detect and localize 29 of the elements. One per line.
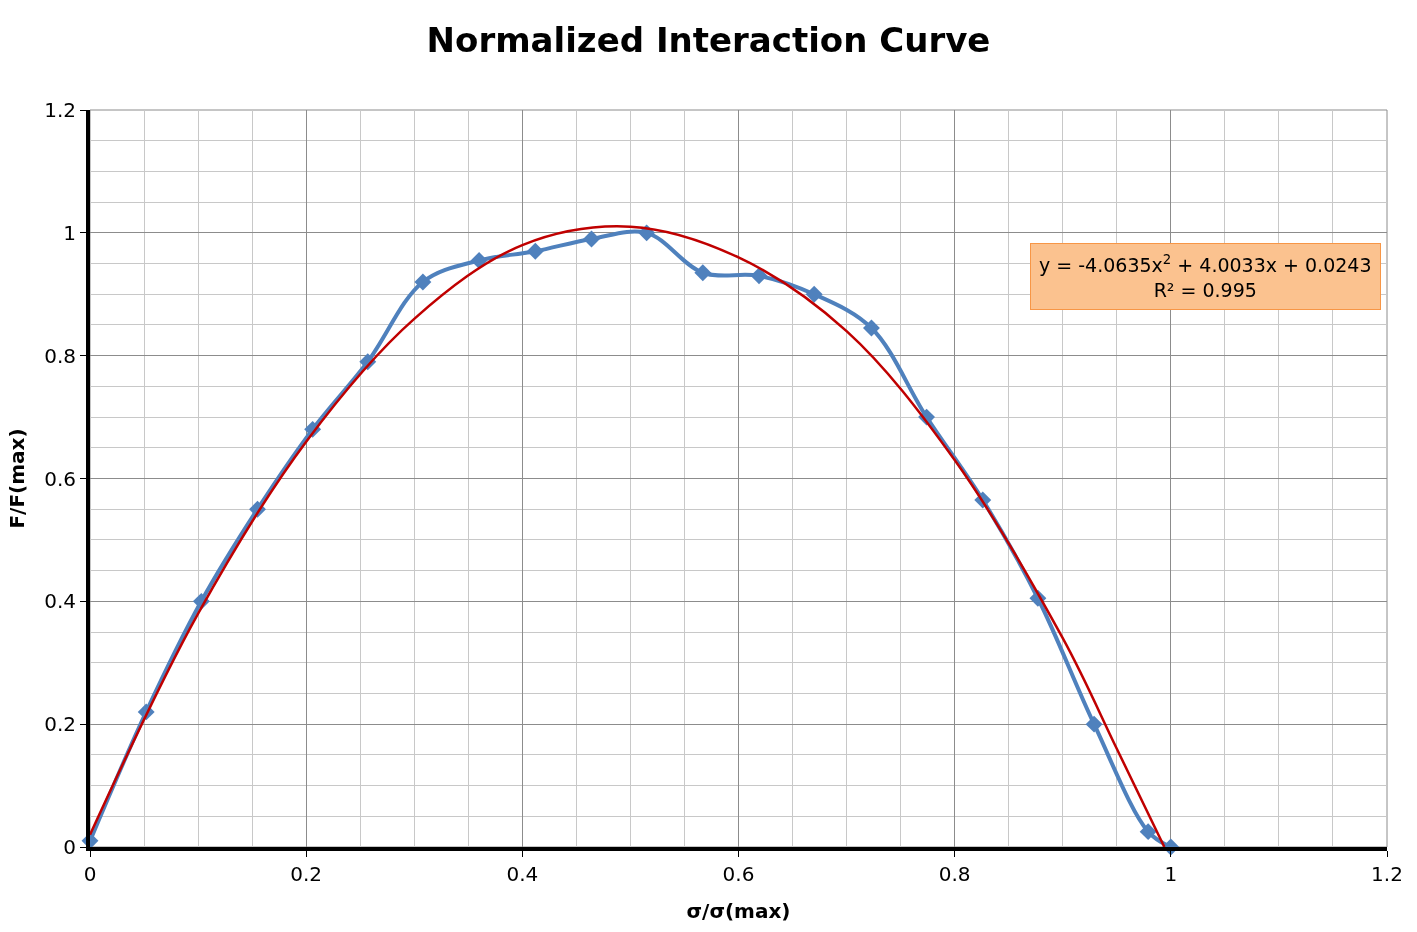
y-axis-title: F/F(max)	[5, 428, 30, 529]
point	[526, 242, 544, 260]
x-tick-label: 1.2	[1371, 862, 1403, 886]
annotation: y = -4.0635x$^{2}$ + 4.0033x + 0.0243	[1039, 252, 1372, 276]
chart-title: Normalized Interaction Curve	[426, 19, 991, 60]
y-tick-label: 1	[63, 220, 76, 245]
y-tick-label: 0.8	[44, 343, 76, 368]
y-tick-label: 0	[63, 835, 76, 859]
point	[750, 267, 768, 285]
point	[1139, 823, 1157, 841]
x-tick-label: 0.8	[938, 862, 971, 886]
annotation: R² = 0.995	[1153, 278, 1257, 301]
x-tick-label: 0.2	[290, 862, 323, 886]
y-tick-label: 0.6	[44, 466, 76, 491]
y-tick-label: 1.2	[44, 98, 76, 122]
point	[694, 264, 712, 282]
point	[414, 273, 432, 291]
point	[1085, 715, 1103, 733]
x-tick-label: 1	[1164, 862, 1178, 886]
point	[470, 252, 488, 269]
point	[583, 230, 600, 248]
x-tick-label: 0.4	[506, 862, 539, 886]
x-tick-label: 0	[83, 862, 97, 886]
point	[805, 285, 823, 303]
y-tick-label: 0.4	[44, 589, 76, 614]
x-tick-label: 0.6	[722, 862, 755, 886]
y-tick-label: 0.2	[44, 712, 76, 737]
x-axis-title: σ/σ(max)	[686, 899, 791, 923]
point	[862, 319, 880, 337]
